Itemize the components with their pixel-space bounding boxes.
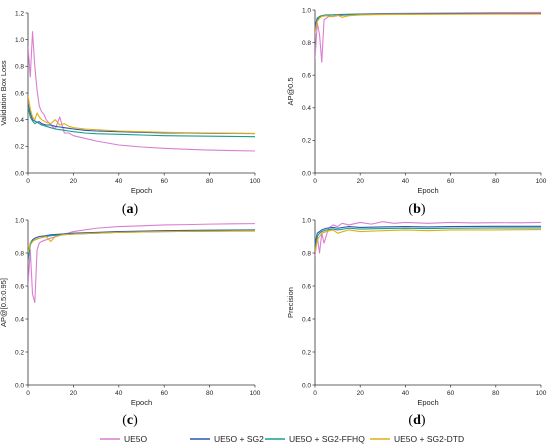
x-tick-label: 20 (70, 178, 78, 185)
x-tick-label: 80 (206, 390, 214, 397)
x-tick-label: 100 (250, 178, 261, 185)
chart-panel-a: 0 20 40 60 80 100 0.0 0.2 0.4 0.6 0.8 1.0 1.2 Epoch Va… (0, 10, 261, 217)
y-tick-label: 0.2 (302, 138, 311, 145)
y-axis-label: Validation Box Loss (0, 60, 8, 126)
x-axis-label: Epoch (131, 398, 152, 407)
chart-panel-c: 0 20 40 60 80 100 0.0 0.2 0.4 0.6 0.8 1.0 Epoch AP@[0… (0, 217, 261, 428)
x-tick-label: 80 (206, 178, 214, 185)
y-tick-label: 1.0 (302, 7, 311, 14)
y-tick-label: 0.0 (15, 382, 24, 389)
x-tick-label: 80 (492, 178, 500, 185)
x-tick-label: 60 (447, 390, 455, 397)
legend-item: UE5O (100, 434, 148, 444)
x-tick-label: 0 (313, 178, 317, 185)
legend-item: UE5O + SG2-FFHQ (265, 434, 365, 444)
y-axis-label: AP@[0.5:0.95] (0, 278, 8, 327)
series-line-3 (315, 227, 541, 250)
legend: UE5O UE5O + SG2 UE5O + SG2-FFHQ UE5O + SG2-… (100, 434, 464, 444)
x-tick-label: 40 (115, 390, 123, 397)
x-tick-label: 40 (402, 390, 410, 397)
y-tick-label: 1.0 (15, 37, 24, 44)
x-tick-label: 20 (357, 390, 365, 397)
series-line-3 (28, 230, 256, 262)
y-tick-label: 0.4 (302, 105, 311, 112)
y-tick-label: 0.4 (15, 316, 24, 323)
series-line-4 (28, 230, 256, 254)
y-tick-label: 0.8 (302, 40, 311, 47)
y-tick-label: 1.0 (15, 217, 24, 224)
chart-panel-d: 0 20 40 60 80 100 0.0 0.2 0.4 0.6 0.8 1.0 Epoch Preci… (286, 217, 547, 428)
series-line-4 (28, 95, 256, 134)
y-axis-label: AP@0.5 (286, 77, 295, 105)
legend-label: UE5O (124, 434, 148, 444)
x-tick-label: 60 (161, 178, 169, 185)
x-tick-label: 40 (402, 178, 410, 185)
series-line-2 (28, 229, 256, 257)
series-line-1 (28, 31, 256, 152)
x-tick-label: 60 (447, 178, 455, 185)
x-tick-label: 0 (313, 390, 317, 397)
legend-label: UE5O + SG2 (214, 434, 264, 444)
y-tick-label: 0.6 (302, 73, 311, 80)
y-tick-label: 0.2 (15, 144, 24, 151)
x-tick-label: 80 (492, 390, 500, 397)
series-line-2 (315, 225, 541, 245)
legend-item: UE5O + SG2 (190, 434, 264, 444)
series-line-4 (315, 13, 541, 33)
y-tick-label: 0.0 (302, 382, 311, 389)
x-axis-label: Epoch (417, 398, 438, 407)
y-axis-label: Precision (286, 287, 295, 318)
y-tick-label: 0.2 (15, 349, 24, 356)
y-tick-label: 0.6 (15, 283, 24, 290)
y-tick-label: 0.6 (15, 90, 24, 97)
x-tick-label: 60 (161, 390, 169, 397)
legend-label: UE5O + SG2-DTD (394, 434, 464, 444)
y-tick-label: 0.2 (302, 349, 311, 356)
x-tick-label: 100 (250, 390, 261, 397)
y-tick-label: 1.2 (15, 10, 24, 17)
series-line-1 (315, 11, 542, 63)
x-tick-label: 0 (26, 390, 30, 397)
y-tick-label: 0.4 (302, 316, 311, 323)
series-line-4 (315, 229, 542, 254)
series-line-3 (28, 106, 256, 138)
panel-label: (b) (408, 202, 425, 217)
y-tick-label: 1.0 (302, 217, 311, 224)
series-line-2 (28, 103, 256, 135)
y-tick-label: 0.4 (15, 117, 24, 124)
series-line-1 (28, 223, 256, 304)
series-line-1 (315, 221, 542, 257)
panel-label: (d) (408, 413, 425, 428)
y-tick-label: 0.8 (302, 250, 311, 257)
x-axis-label: Epoch (417, 186, 438, 195)
legend-label: UE5O + SG2-FFHQ (289, 434, 365, 444)
x-tick-label: 100 (536, 178, 547, 185)
y-tick-label: 0.0 (15, 170, 24, 177)
x-tick-label: 0 (26, 178, 30, 185)
legend-item: UE5O + SG2-DTD (370, 434, 464, 444)
panel-label: (a) (122, 202, 139, 217)
x-tick-label: 40 (115, 178, 123, 185)
x-tick-label: 100 (536, 390, 547, 397)
y-tick-label: 0.8 (15, 250, 24, 257)
x-tick-label: 20 (357, 178, 365, 185)
chart-panel-b: 0 20 40 60 80 100 0.0 0.2 0.4 0.6 0.8 1.0 Epoch AP@0.… (286, 7, 547, 217)
x-axis-label: Epoch (131, 186, 152, 195)
y-tick-label: 0.0 (302, 170, 311, 177)
y-tick-label: 0.6 (302, 283, 311, 290)
x-tick-label: 20 (70, 390, 78, 397)
y-tick-label: 0.8 (15, 64, 24, 71)
panel-label: (c) (122, 413, 138, 428)
